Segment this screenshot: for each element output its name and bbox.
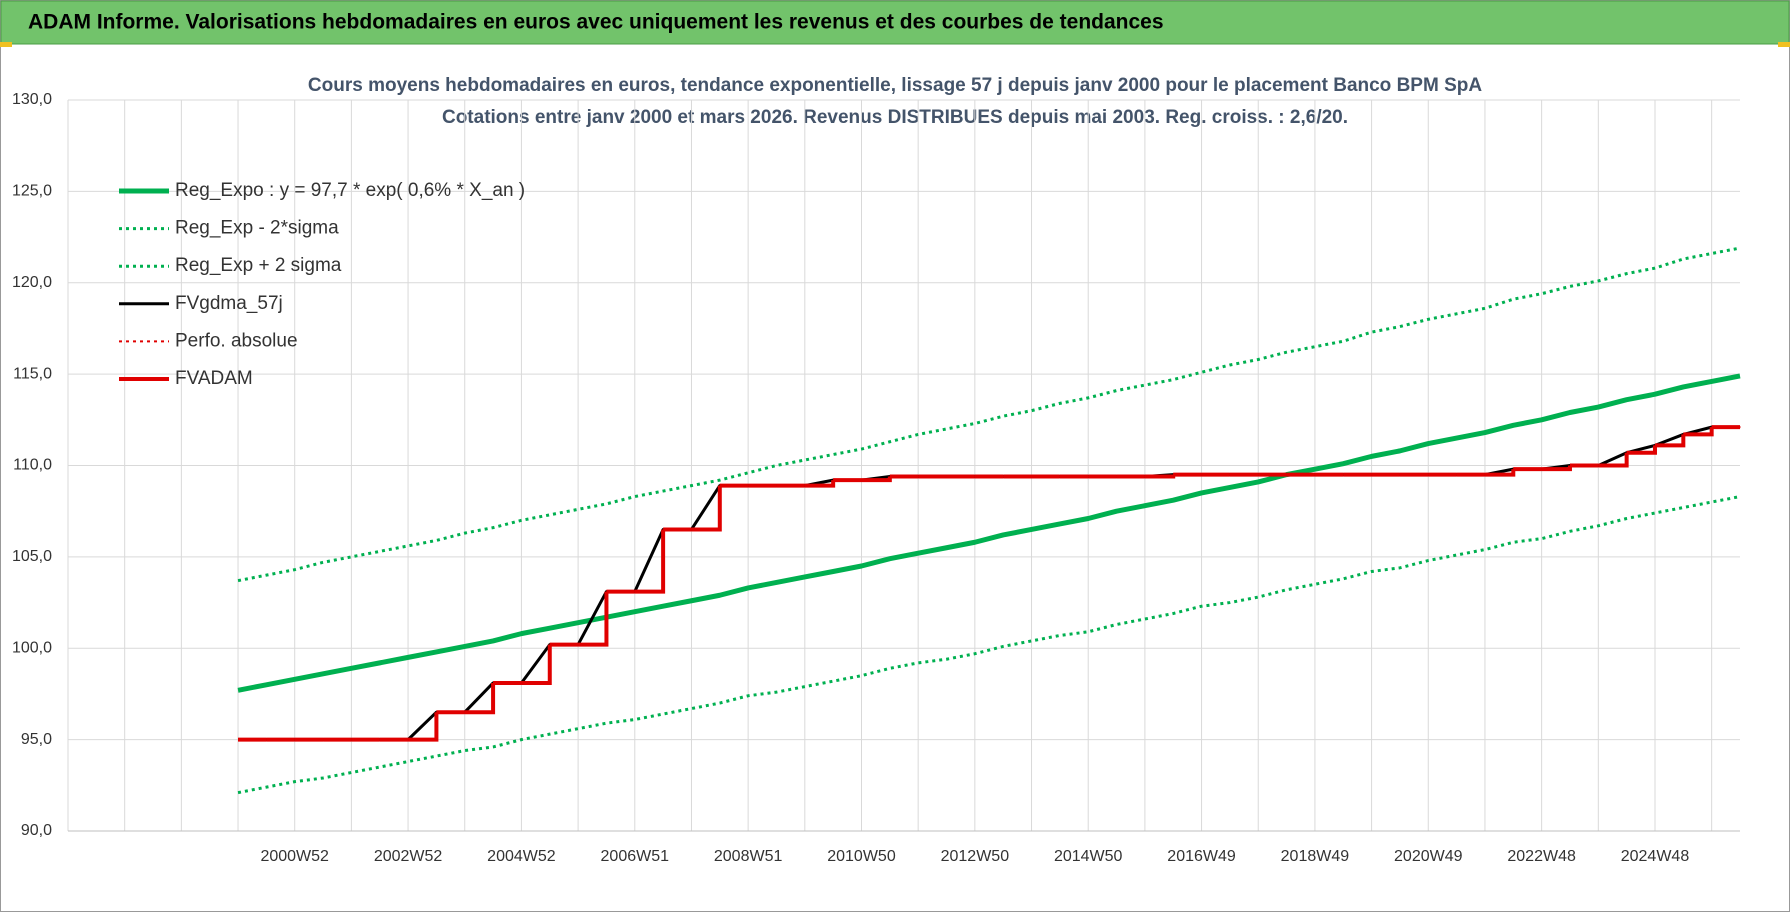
- y-tick-label: 110,0: [13, 457, 52, 474]
- y-tick-label: 115,0: [13, 365, 52, 382]
- step-segment: [408, 712, 439, 742]
- corner: [0, 42, 12, 47]
- plot: [237, 246, 1741, 795]
- x-tick-label: 2022W48: [1507, 848, 1576, 865]
- step-segment: [691, 485, 722, 532]
- x-tick-label: 2010W50: [827, 848, 896, 865]
- step-segment: [1144, 474, 1176, 479]
- legend-label: Reg_Exp + 2 sigma: [175, 255, 342, 276]
- y-tick-label: 120,0: [12, 274, 52, 291]
- y-tick-label: 105,0: [12, 548, 52, 565]
- header-title: ADAM Informe. Valorisations hebdomadaire…: [28, 11, 1164, 34]
- step-segment: [1683, 427, 1714, 437]
- y-tick-label: 100,0: [12, 639, 52, 656]
- step-segment: [1626, 445, 1657, 455]
- legend-label: FVADAM: [175, 368, 253, 389]
- x-tick-label: 2008W51: [714, 848, 783, 865]
- x-tick-label: 2002W52: [374, 848, 443, 865]
- x-tick-label: 2020W49: [1394, 848, 1463, 865]
- series-line: [237, 495, 1741, 795]
- step-segment: [464, 682, 496, 715]
- x-tick-label: 2014W50: [1054, 848, 1123, 865]
- series-line: [237, 246, 1741, 583]
- corner: [1778, 42, 1790, 47]
- chart-title: Cours moyens hebdomadaires en euros, ten…: [308, 75, 1482, 96]
- y-tick-label: 95,0: [21, 731, 52, 748]
- y-tick-label: 90,0: [21, 822, 52, 839]
- y-tick-label: 125,0: [12, 183, 52, 200]
- step-segment: [1598, 452, 1629, 468]
- step-segment: [1654, 434, 1686, 448]
- x-tick-label: 2018W49: [1281, 848, 1350, 865]
- legend-label: Reg_Expo : y = 97,7 * exp( 0,6% * X_an ): [175, 180, 525, 201]
- x-tick-label: 2000W52: [260, 848, 329, 865]
- x-tick-label: 2016W49: [1167, 848, 1236, 865]
- legend: Reg_Expo : y = 97,7 * exp( 0,6% * X_an )…: [119, 180, 525, 389]
- chart-subtitle: Cotations entre janv 2000 et mars 2026. …: [442, 107, 1348, 128]
- series-line: [237, 373, 1741, 693]
- legend-label: Reg_Exp - 2*sigma: [175, 218, 339, 239]
- legend-label: Perfo. absolue: [175, 330, 298, 351]
- step-segment: [634, 529, 666, 594]
- y-tick-label: 130,0: [12, 91, 52, 108]
- legend-label: FVgdma_57j: [175, 293, 283, 314]
- step-segment: [578, 591, 609, 647]
- x-tick-label: 2024W48: [1621, 848, 1690, 865]
- x-tick-label: 2006W51: [601, 848, 670, 865]
- step-segment: [521, 644, 552, 685]
- x-tick-label: 2012W50: [941, 848, 1010, 865]
- x-tick-label: 2004W52: [487, 848, 556, 865]
- header-bar: [0, 0, 1790, 45]
